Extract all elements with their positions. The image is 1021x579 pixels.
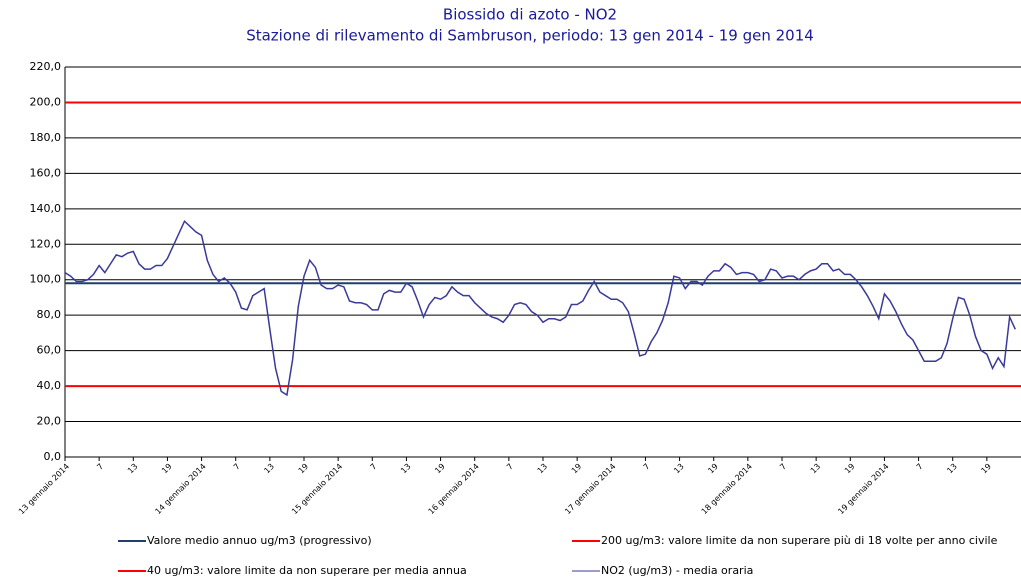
x-tick-label: 19	[570, 462, 584, 476]
chart-title: Biossido di azoto - NO2	[443, 6, 617, 24]
x-tick-label: 19	[979, 462, 993, 476]
x-tick-label: 7	[369, 462, 379, 472]
x-tick-label: 19	[297, 462, 311, 476]
y-tick-label: 0,0	[44, 450, 62, 463]
x-tick-label: 7	[778, 462, 788, 472]
x-tick-label: 13	[536, 462, 550, 476]
x-tick-label: 13	[945, 462, 959, 476]
x-tick-label: 13 gennaio 2014	[17, 462, 71, 516]
chart-subtitle: Stazione di rilevamento di Sambruson, pe…	[246, 27, 814, 45]
data-line	[64, 219, 1016, 397]
x-tick-label: 13	[399, 462, 413, 476]
x-tick-label: 7	[642, 462, 652, 472]
y-tick-label: 40,0	[37, 379, 62, 392]
y-tick-label: 140,0	[30, 202, 62, 215]
x-tick-label: 7	[95, 462, 105, 472]
x-tick-label: 19	[160, 462, 174, 476]
x-tick-label: 19	[843, 462, 857, 476]
x-tick-label: 13	[672, 462, 686, 476]
legend-label: Valore medio annuo ug/m3 (progressivo)	[147, 534, 372, 547]
y-tick-label: 20,0	[37, 415, 62, 428]
legend-label: 200 ug/m3: valore limite da non superare…	[601, 534, 998, 547]
y-tick-label: 160,0	[30, 166, 62, 179]
x-tick-label: 13	[809, 462, 823, 476]
y-tick-label: 220,0	[30, 60, 62, 73]
y-tick-label: 200,0	[30, 95, 62, 108]
y-tick-label: 100,0	[30, 273, 62, 286]
y-tick-label: 60,0	[37, 344, 62, 357]
legend-label: 40 ug/m3: valore limite da non superare …	[147, 564, 467, 577]
legend-label: NO2 (ug/m3) - media oraria	[601, 564, 753, 577]
x-tick-label: 7	[232, 462, 242, 472]
y-tick-label: 120,0	[30, 237, 62, 250]
y-tick-label: 80,0	[37, 308, 62, 321]
x-tick-label: 7	[505, 462, 515, 472]
x-tick-label: 19	[706, 462, 720, 476]
x-tick-label: 13	[262, 462, 276, 476]
y-tick-label: 180,0	[30, 131, 62, 144]
x-tick-label: 13	[126, 462, 140, 476]
x-tick-label: 7	[915, 462, 925, 472]
x-tick-label: 19	[433, 462, 447, 476]
